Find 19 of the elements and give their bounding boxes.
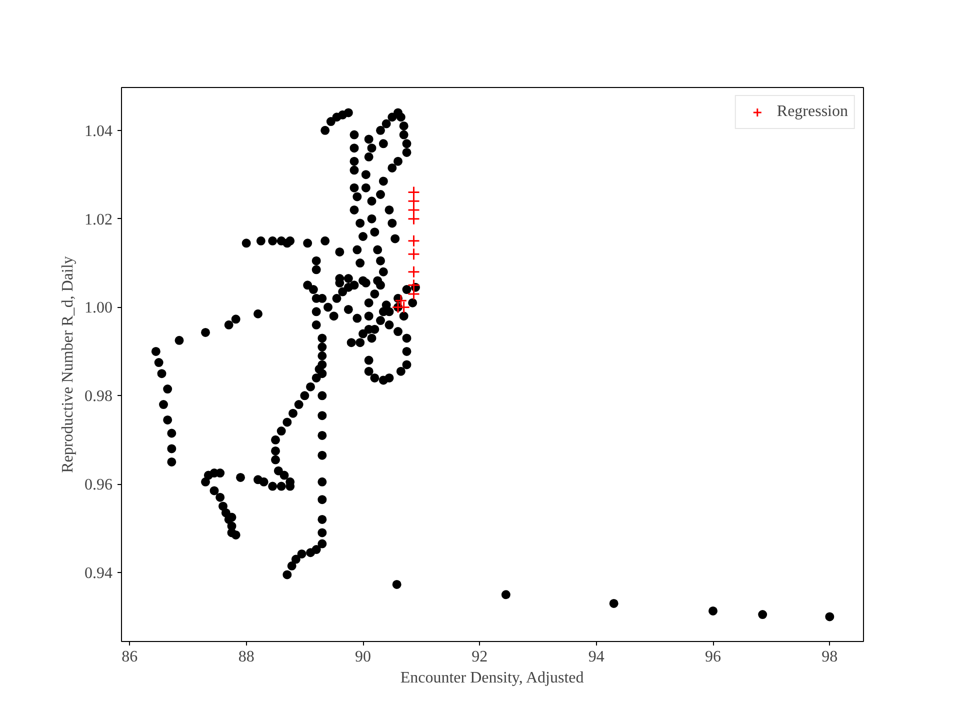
y-tick-label: 0.96: [84, 476, 112, 494]
y-tick-label: 1.04: [84, 122, 112, 140]
y-tick-label: 0.94: [84, 565, 112, 582]
x-tick-label: 90: [355, 648, 371, 666]
x-tick-label: 86: [122, 648, 138, 666]
y-axis-title: Reproductive Number R_d, Daily: [60, 256, 76, 473]
y-tick-label: 0.98: [84, 388, 112, 406]
x-tick-label: 98: [822, 648, 838, 666]
x-tick-label: 92: [472, 648, 488, 666]
x-axis-title: Encounter Density, Adjusted: [400, 670, 584, 686]
y-tick-label: 1.00: [84, 300, 112, 317]
legend-label: Regression: [776, 103, 848, 121]
x-tick-label: 96: [705, 648, 721, 666]
point: [408, 266, 420, 278]
point: [408, 248, 420, 260]
x-tick-label: 94: [588, 648, 604, 666]
x-tick-label: 88: [238, 648, 254, 666]
y-tick-label: 1.02: [84, 211, 112, 228]
point: [408, 234, 420, 248]
